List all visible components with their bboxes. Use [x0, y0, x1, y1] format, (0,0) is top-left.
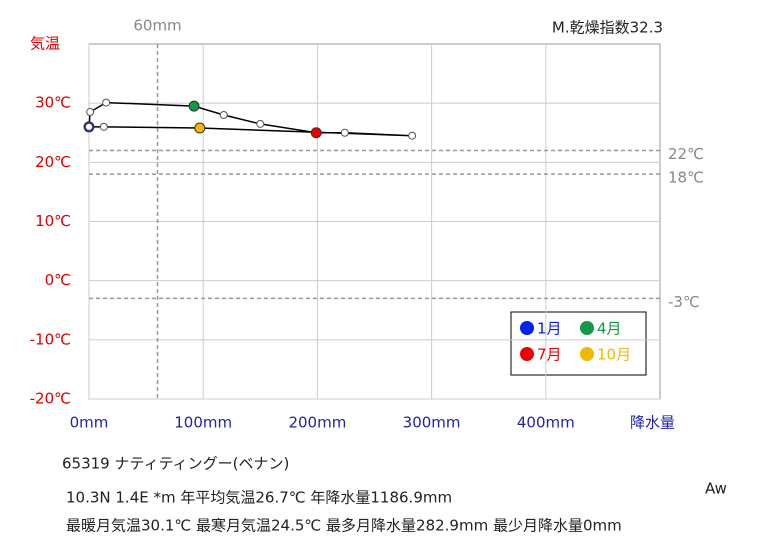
legend-marker — [580, 321, 594, 335]
x-tick-label: 400mm — [517, 414, 575, 432]
month-point — [102, 98, 111, 107]
legend-label: 1月 — [537, 320, 562, 338]
legend — [510, 311, 647, 376]
x-tick-label: 100mm — [174, 414, 232, 432]
y-axis-label: 気温 — [30, 35, 60, 53]
legend-label: 10月 — [597, 346, 631, 364]
month-point — [310, 127, 322, 139]
aridity-index: M.乾燥指数32.3 — [552, 19, 663, 37]
y-tick-label: -20℃ — [30, 390, 71, 408]
y-tick-label: 20℃ — [35, 153, 71, 171]
info-line: 最暖月気温30.1℃ 最寒月気温24.5℃ 最多月降水量282.9mm 最少月降… — [66, 517, 622, 535]
y-tick-label: 10℃ — [35, 212, 71, 230]
station-name: 65319 ナティティングー(ベナン) — [62, 455, 289, 473]
y-tick-label: 0℃ — [45, 271, 71, 289]
month-point — [99, 122, 108, 131]
x-tick-label: 0mm — [70, 414, 109, 432]
reference-label: 18℃ — [668, 169, 704, 187]
x-tick-label: 300mm — [403, 414, 461, 432]
legend-label: 7月 — [537, 346, 562, 364]
month-point — [408, 131, 417, 140]
month-point — [85, 122, 93, 131]
reference-label: 22℃ — [668, 145, 704, 163]
legend-marker — [520, 347, 534, 361]
x-tick-label: 200mm — [288, 414, 346, 432]
month-point — [256, 119, 265, 128]
info-line: 10.3N 1.4E *m 年平均気温26.7℃ 年降水量1186.9mm — [66, 489, 452, 507]
climate-type: Aw — [705, 480, 727, 498]
month-point — [194, 122, 206, 134]
x-axis-label: 降水量 — [630, 414, 675, 432]
month-point — [86, 108, 95, 117]
y-tick-label: 30℃ — [35, 94, 71, 112]
y-tick-label: -10℃ — [30, 330, 71, 348]
legend-marker — [520, 321, 534, 335]
month-point — [340, 128, 349, 137]
month-point — [219, 111, 228, 119]
month-point — [188, 100, 200, 112]
reference-label: 60mm — [133, 17, 181, 35]
reference-label: -3℃ — [668, 293, 700, 311]
legend-marker — [580, 347, 594, 361]
legend-label: 4月 — [597, 320, 622, 338]
